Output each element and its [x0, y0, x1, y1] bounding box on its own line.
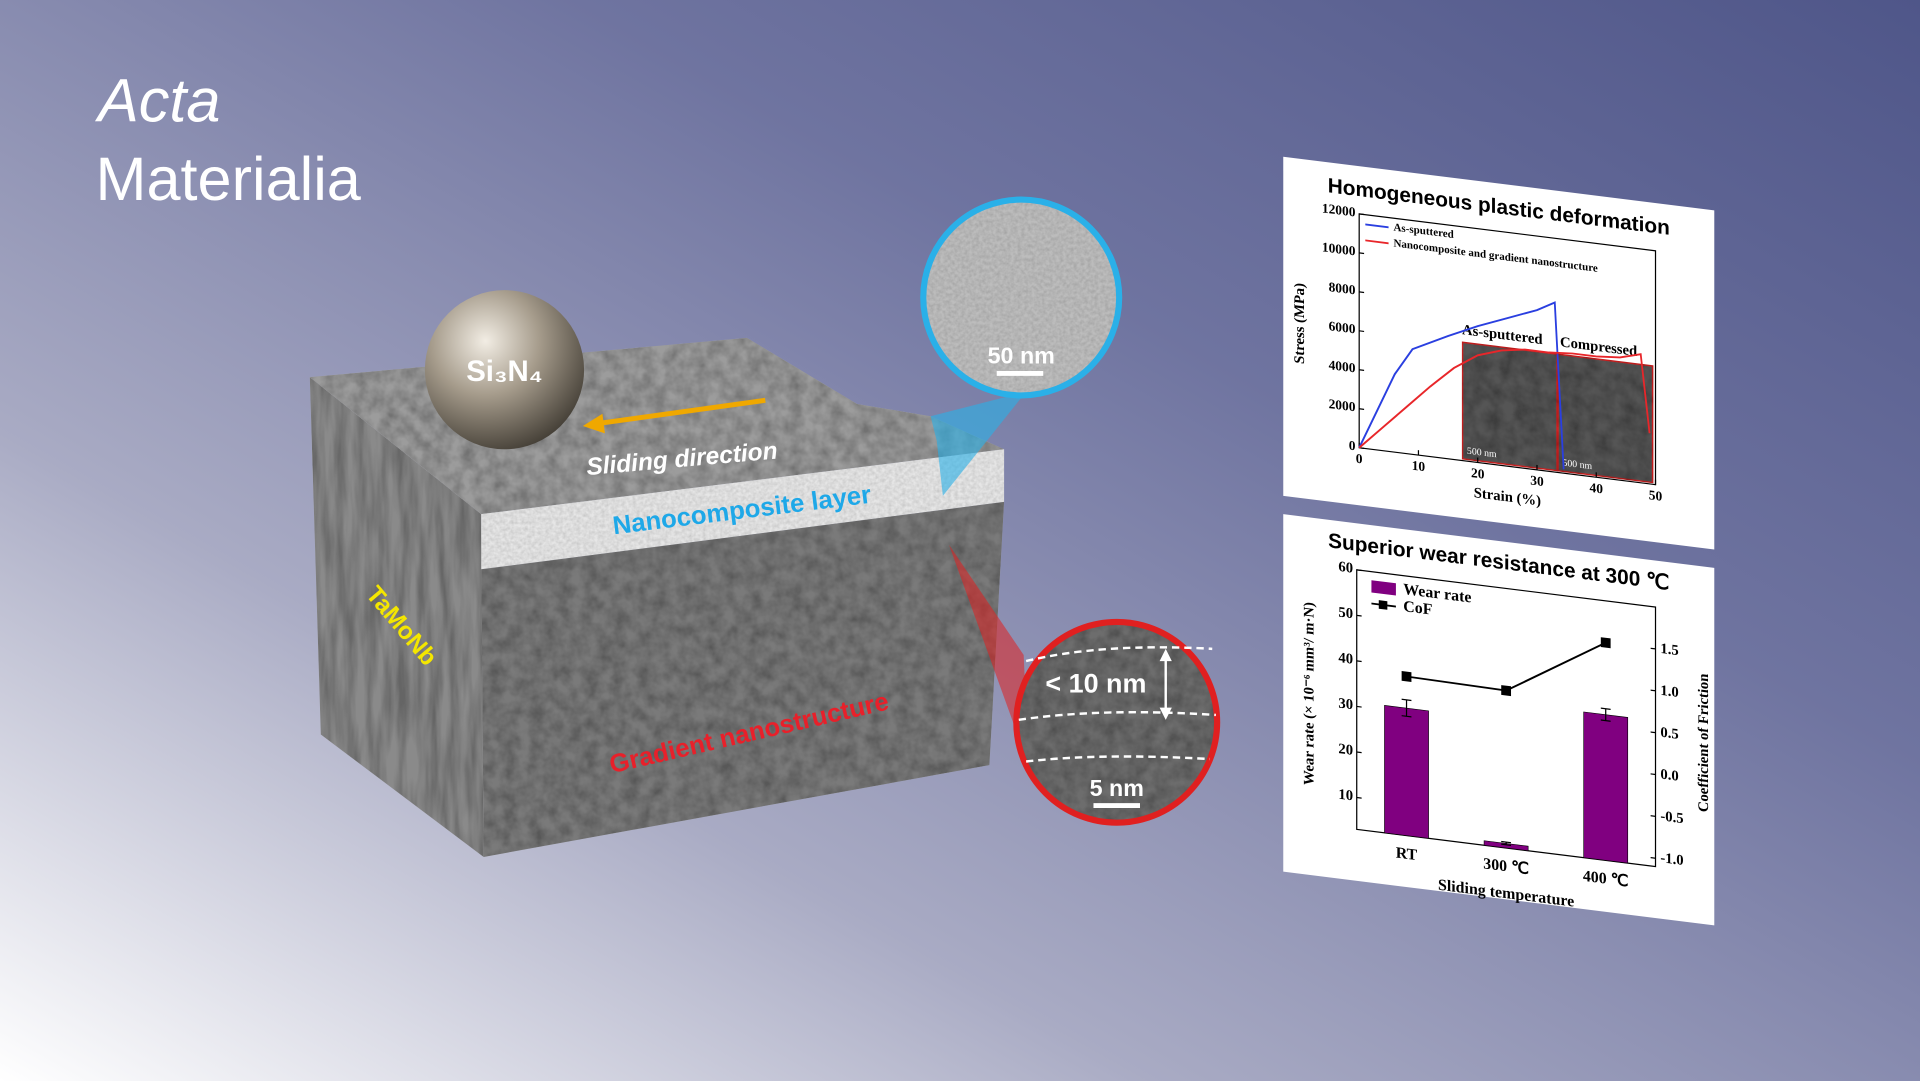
block-front — [481, 501, 1005, 857]
y-tick — [1359, 213, 1365, 216]
legend-swatch — [1371, 580, 1396, 596]
legend-label: CoF — [1403, 598, 1432, 619]
inset-border — [1013, 618, 1221, 826]
y-tick — [1356, 796, 1362, 799]
projection — [930, 391, 1027, 496]
x-tick-label: 20 — [1471, 465, 1485, 482]
legend-swatch — [1378, 600, 1388, 610]
y-tick — [1359, 408, 1365, 410]
inset-top — [924, 200, 1118, 395]
inset-border — [920, 196, 1123, 399]
journal-title: Materialia — [96, 145, 362, 213]
x-tick-label: 300 ℃ — [1483, 855, 1529, 878]
y-tick — [1356, 705, 1362, 708]
inset-image — [924, 200, 1118, 395]
y-tick — [1359, 291, 1365, 294]
y2-tick — [1650, 647, 1656, 650]
y-tick — [1359, 330, 1365, 333]
ball — [424, 290, 585, 450]
sem-image — [1556, 352, 1655, 485]
y-tick-label: 10000 — [1322, 239, 1356, 258]
y2-tick-label: 1.5 — [1660, 641, 1678, 659]
y2-tick — [1650, 773, 1656, 776]
y-tick-label: 50 — [1338, 605, 1353, 623]
y-tick-label: 40 — [1338, 650, 1353, 668]
journal-title: Acta — [94, 66, 220, 134]
y2-tick-label: -0.5 — [1660, 808, 1683, 827]
y2-tick-label: 0.0 — [1660, 767, 1678, 785]
y-tick — [1356, 751, 1362, 754]
line-series — [1358, 348, 1651, 449]
error-bar — [1401, 698, 1412, 718]
chart-panel: Superior wear resistance at 300 ℃1020304… — [1283, 514, 1715, 926]
x-tick-label: 10 — [1412, 458, 1426, 475]
y2-tick-label: 0.5 — [1660, 725, 1678, 743]
cof-point — [1401, 671, 1412, 683]
annotation: 500 nm — [1467, 446, 1497, 461]
y-tick — [1356, 660, 1362, 663]
y2-tick — [1650, 689, 1656, 692]
y2-tick — [1650, 815, 1656, 817]
y-tick-label: 30 — [1338, 696, 1353, 714]
y-tick-label: 10 — [1338, 787, 1353, 805]
y-tick-label: 8000 — [1329, 279, 1356, 297]
dashed-line — [1025, 755, 1210, 763]
y2-tick-label: 1.0 — [1660, 683, 1678, 701]
y-tick-label: 4000 — [1329, 357, 1356, 375]
bar — [1384, 705, 1429, 839]
arrowhead — [582, 413, 605, 434]
error-bar — [1600, 707, 1611, 722]
arrowhead — [1159, 648, 1172, 662]
y-tick-label: 2000 — [1329, 396, 1356, 414]
y-tick-label: 60 — [1338, 559, 1353, 577]
arrowhead — [1159, 707, 1172, 720]
x-tick-label: RT — [1396, 845, 1418, 865]
y-tick — [1359, 369, 1365, 372]
scale-label: 5 nm — [1090, 775, 1144, 801]
cof-point — [1600, 637, 1611, 649]
x-tick-label: 40 — [1590, 480, 1604, 497]
y-axis-label: Stress (MPa) — [1292, 282, 1308, 365]
chart-panel: Homogeneous plastic deformationAs-sputte… — [1283, 156, 1715, 550]
y-tick — [1356, 569, 1362, 572]
annotation: 500 nm — [1562, 458, 1592, 473]
dashed-line — [1018, 710, 1216, 722]
y2-tick-label: -1.0 — [1660, 850, 1683, 869]
y2-tick — [1650, 856, 1656, 859]
cof-point — [1501, 685, 1512, 697]
y2-tick — [1650, 731, 1656, 734]
x-tick-label: 50 — [1649, 487, 1663, 504]
y-tick — [1356, 614, 1362, 617]
legend-swatch — [1365, 239, 1389, 245]
nanocomposite-layer — [481, 449, 1005, 570]
x-tick-label: 30 — [1530, 472, 1544, 489]
y-tick-label: 0 — [1349, 438, 1356, 454]
arrow — [597, 397, 766, 427]
y-axis-label: Wear rate (× 10⁻⁶ mm³/ m·N) — [1302, 601, 1318, 786]
x-tick-label: 0 — [1356, 451, 1363, 467]
thickness-label: < 10 nm — [1045, 669, 1146, 699]
dashed-line — [1025, 646, 1213, 663]
x-tick-label: 400 ℃ — [1583, 868, 1629, 891]
y-tick — [1359, 252, 1365, 255]
error-bar — [1501, 840, 1512, 847]
block-side — [309, 377, 484, 857]
bar — [1583, 711, 1629, 864]
ball-label: Si₃N₄ — [466, 355, 543, 388]
y-tick-label: 20 — [1338, 741, 1353, 759]
y2-axis-label: Coefficient of Friction — [1696, 673, 1712, 814]
legend-swatch — [1365, 223, 1389, 229]
y-tick-label: 12000 — [1322, 200, 1356, 219]
line-series — [1358, 301, 1565, 470]
scale-label: 50 nm — [988, 343, 1055, 369]
y-tick-label: 6000 — [1329, 318, 1356, 336]
